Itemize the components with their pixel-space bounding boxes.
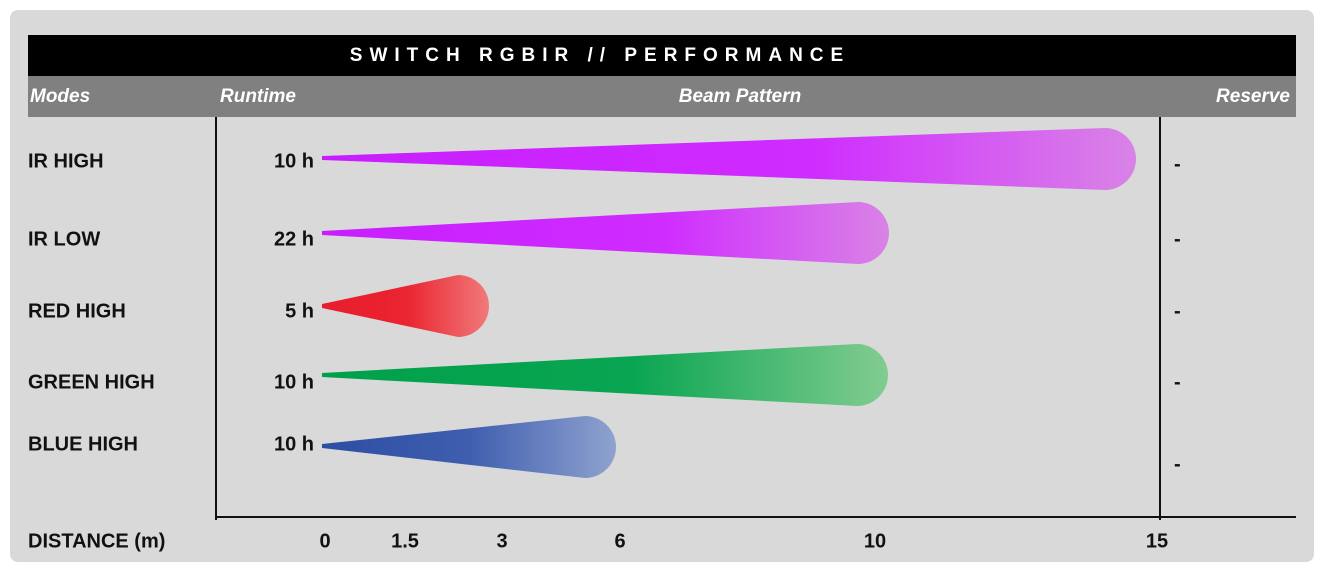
reserve-label: - xyxy=(1174,153,1181,175)
axis-label: DISTANCE (m) xyxy=(28,530,165,552)
header-bar xyxy=(28,76,1296,117)
reserve-label: - xyxy=(1174,371,1181,393)
mode-label: IR HIGH xyxy=(28,150,104,172)
beam xyxy=(322,416,616,478)
runtime-label: 5 h xyxy=(285,300,314,322)
title-bar xyxy=(28,35,1296,76)
mode-label: IR LOW xyxy=(28,228,100,250)
title: SWITCH RGBIR // PERFORMANCE xyxy=(350,45,850,66)
runtime-label: 22 h xyxy=(274,228,314,250)
reserve-label: - xyxy=(1174,228,1181,250)
column-header: Reserve xyxy=(1216,86,1290,107)
column-header: Runtime xyxy=(220,86,296,107)
runtime-label: 10 h xyxy=(274,433,314,455)
tick-label: 15 xyxy=(1146,530,1168,552)
tick-label: 6 xyxy=(614,530,625,552)
tick-label: 3 xyxy=(496,530,507,552)
runtime-label: 10 h xyxy=(274,150,314,172)
mode-label: BLUE HIGH xyxy=(28,433,138,455)
axis: DISTANCE (m) 0 1.5 3 6 10 15 xyxy=(28,530,1168,552)
column-header: Beam Pattern xyxy=(679,86,802,107)
beam xyxy=(322,344,888,406)
beam xyxy=(322,128,1136,190)
rows: IR HIGH 10 h - IR LOW 22 h - RED HIGH 5 h - GREEN… xyxy=(28,150,1181,475)
reserve-label: - xyxy=(1174,453,1181,475)
tick-label: 10 xyxy=(864,530,886,552)
tick-label: 0 xyxy=(319,530,330,552)
tick-label: 1.5 xyxy=(391,530,419,552)
mode-label: RED HIGH xyxy=(28,300,126,322)
column-header: Modes xyxy=(30,86,90,107)
beam xyxy=(322,202,889,264)
reserve-label: - xyxy=(1174,300,1181,322)
runtime-label: 10 h xyxy=(274,371,314,393)
mode-label: GREEN HIGH xyxy=(28,371,155,393)
beam xyxy=(322,275,489,337)
